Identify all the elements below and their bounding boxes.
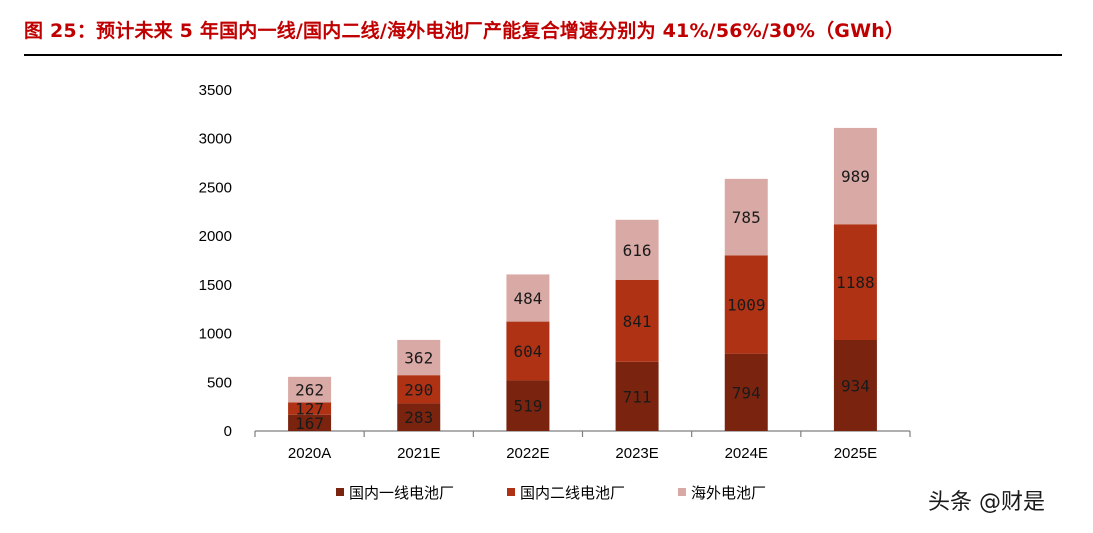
x-tick-label: 2020A bbox=[288, 445, 331, 462]
bar-segment bbox=[506, 274, 550, 322]
data-label: 989 bbox=[841, 167, 870, 186]
data-label: 283 bbox=[404, 408, 433, 427]
y-tick-label: 500 bbox=[207, 374, 232, 391]
y-tick-label: 2500 bbox=[199, 179, 232, 196]
data-label: 794 bbox=[732, 383, 761, 402]
data-label: 711 bbox=[623, 387, 652, 406]
bar-segment bbox=[288, 376, 332, 403]
legend-swatch bbox=[336, 488, 344, 496]
data-label: 127 bbox=[295, 400, 324, 419]
x-tick-label: 2025E bbox=[834, 445, 877, 462]
bar-segment bbox=[288, 402, 332, 415]
data-label: 519 bbox=[513, 397, 542, 416]
data-label: 785 bbox=[732, 208, 761, 227]
data-label: 934 bbox=[841, 377, 870, 396]
bar-segment bbox=[615, 219, 659, 280]
legend: 国内一线电池厂 国内二线电池厂 海外电池厂 bbox=[336, 484, 766, 502]
y-tick-label: 0 bbox=[224, 423, 232, 440]
bar-segment bbox=[288, 414, 332, 431]
bar-segment bbox=[397, 339, 441, 376]
x-tick-label: 2022E bbox=[506, 445, 549, 462]
y-axis: 0 500 1000 1500 2000 2500 3000 3500 bbox=[199, 82, 232, 440]
bar-segment bbox=[506, 321, 550, 381]
bar-segment bbox=[615, 279, 659, 362]
bar-segment bbox=[615, 361, 659, 431]
bar-segment bbox=[724, 353, 768, 431]
watermark: 头条 @财是 bbox=[928, 490, 1045, 515]
data-label: 616 bbox=[623, 241, 652, 260]
data-label: 290 bbox=[404, 380, 433, 399]
data-label: 262 bbox=[295, 381, 324, 400]
legend-label: 国内一线电池厂 bbox=[349, 484, 454, 502]
legend-swatch bbox=[507, 488, 515, 496]
bar-segment bbox=[397, 403, 441, 431]
bars bbox=[288, 127, 877, 431]
y-tick-label: 1500 bbox=[199, 277, 232, 294]
bar-segment bbox=[397, 375, 441, 404]
bar-segment bbox=[833, 127, 877, 225]
x-tick-label: 2021E bbox=[397, 445, 440, 462]
bar-segment bbox=[506, 380, 550, 431]
data-label: 841 bbox=[623, 312, 652, 331]
y-tick-label: 3000 bbox=[199, 131, 232, 148]
data-label: 362 bbox=[404, 349, 433, 368]
bar-segment bbox=[724, 255, 768, 354]
x-tick-label: 2023E bbox=[615, 445, 658, 462]
x-tick-label: 2024E bbox=[725, 445, 768, 462]
y-tick-label: 2000 bbox=[199, 228, 232, 245]
x-axis: 2020A 2021E 2022E 2023E 2024E 2025E bbox=[254, 430, 911, 462]
data-label: 1188 bbox=[836, 273, 875, 292]
bar-segment bbox=[833, 340, 877, 431]
y-tick-label: 3500 bbox=[199, 82, 232, 99]
legend-label: 海外电池厂 bbox=[691, 484, 766, 502]
figure-title: 图 25：预计未来 5 年国内一线/国内二线/海外电池厂产能复合增速分别为 41… bbox=[24, 20, 905, 42]
legend-swatch bbox=[678, 488, 686, 496]
bar-segment bbox=[724, 178, 768, 256]
data-label: 604 bbox=[513, 342, 542, 361]
data-label: 1009 bbox=[727, 295, 766, 314]
data-label: 167 bbox=[295, 414, 324, 433]
y-tick-label: 1000 bbox=[199, 326, 232, 343]
title-rule bbox=[24, 54, 1062, 56]
data-label: 484 bbox=[513, 289, 542, 308]
legend-label: 国内二线电池厂 bbox=[520, 484, 625, 502]
bar-segment bbox=[833, 224, 877, 341]
